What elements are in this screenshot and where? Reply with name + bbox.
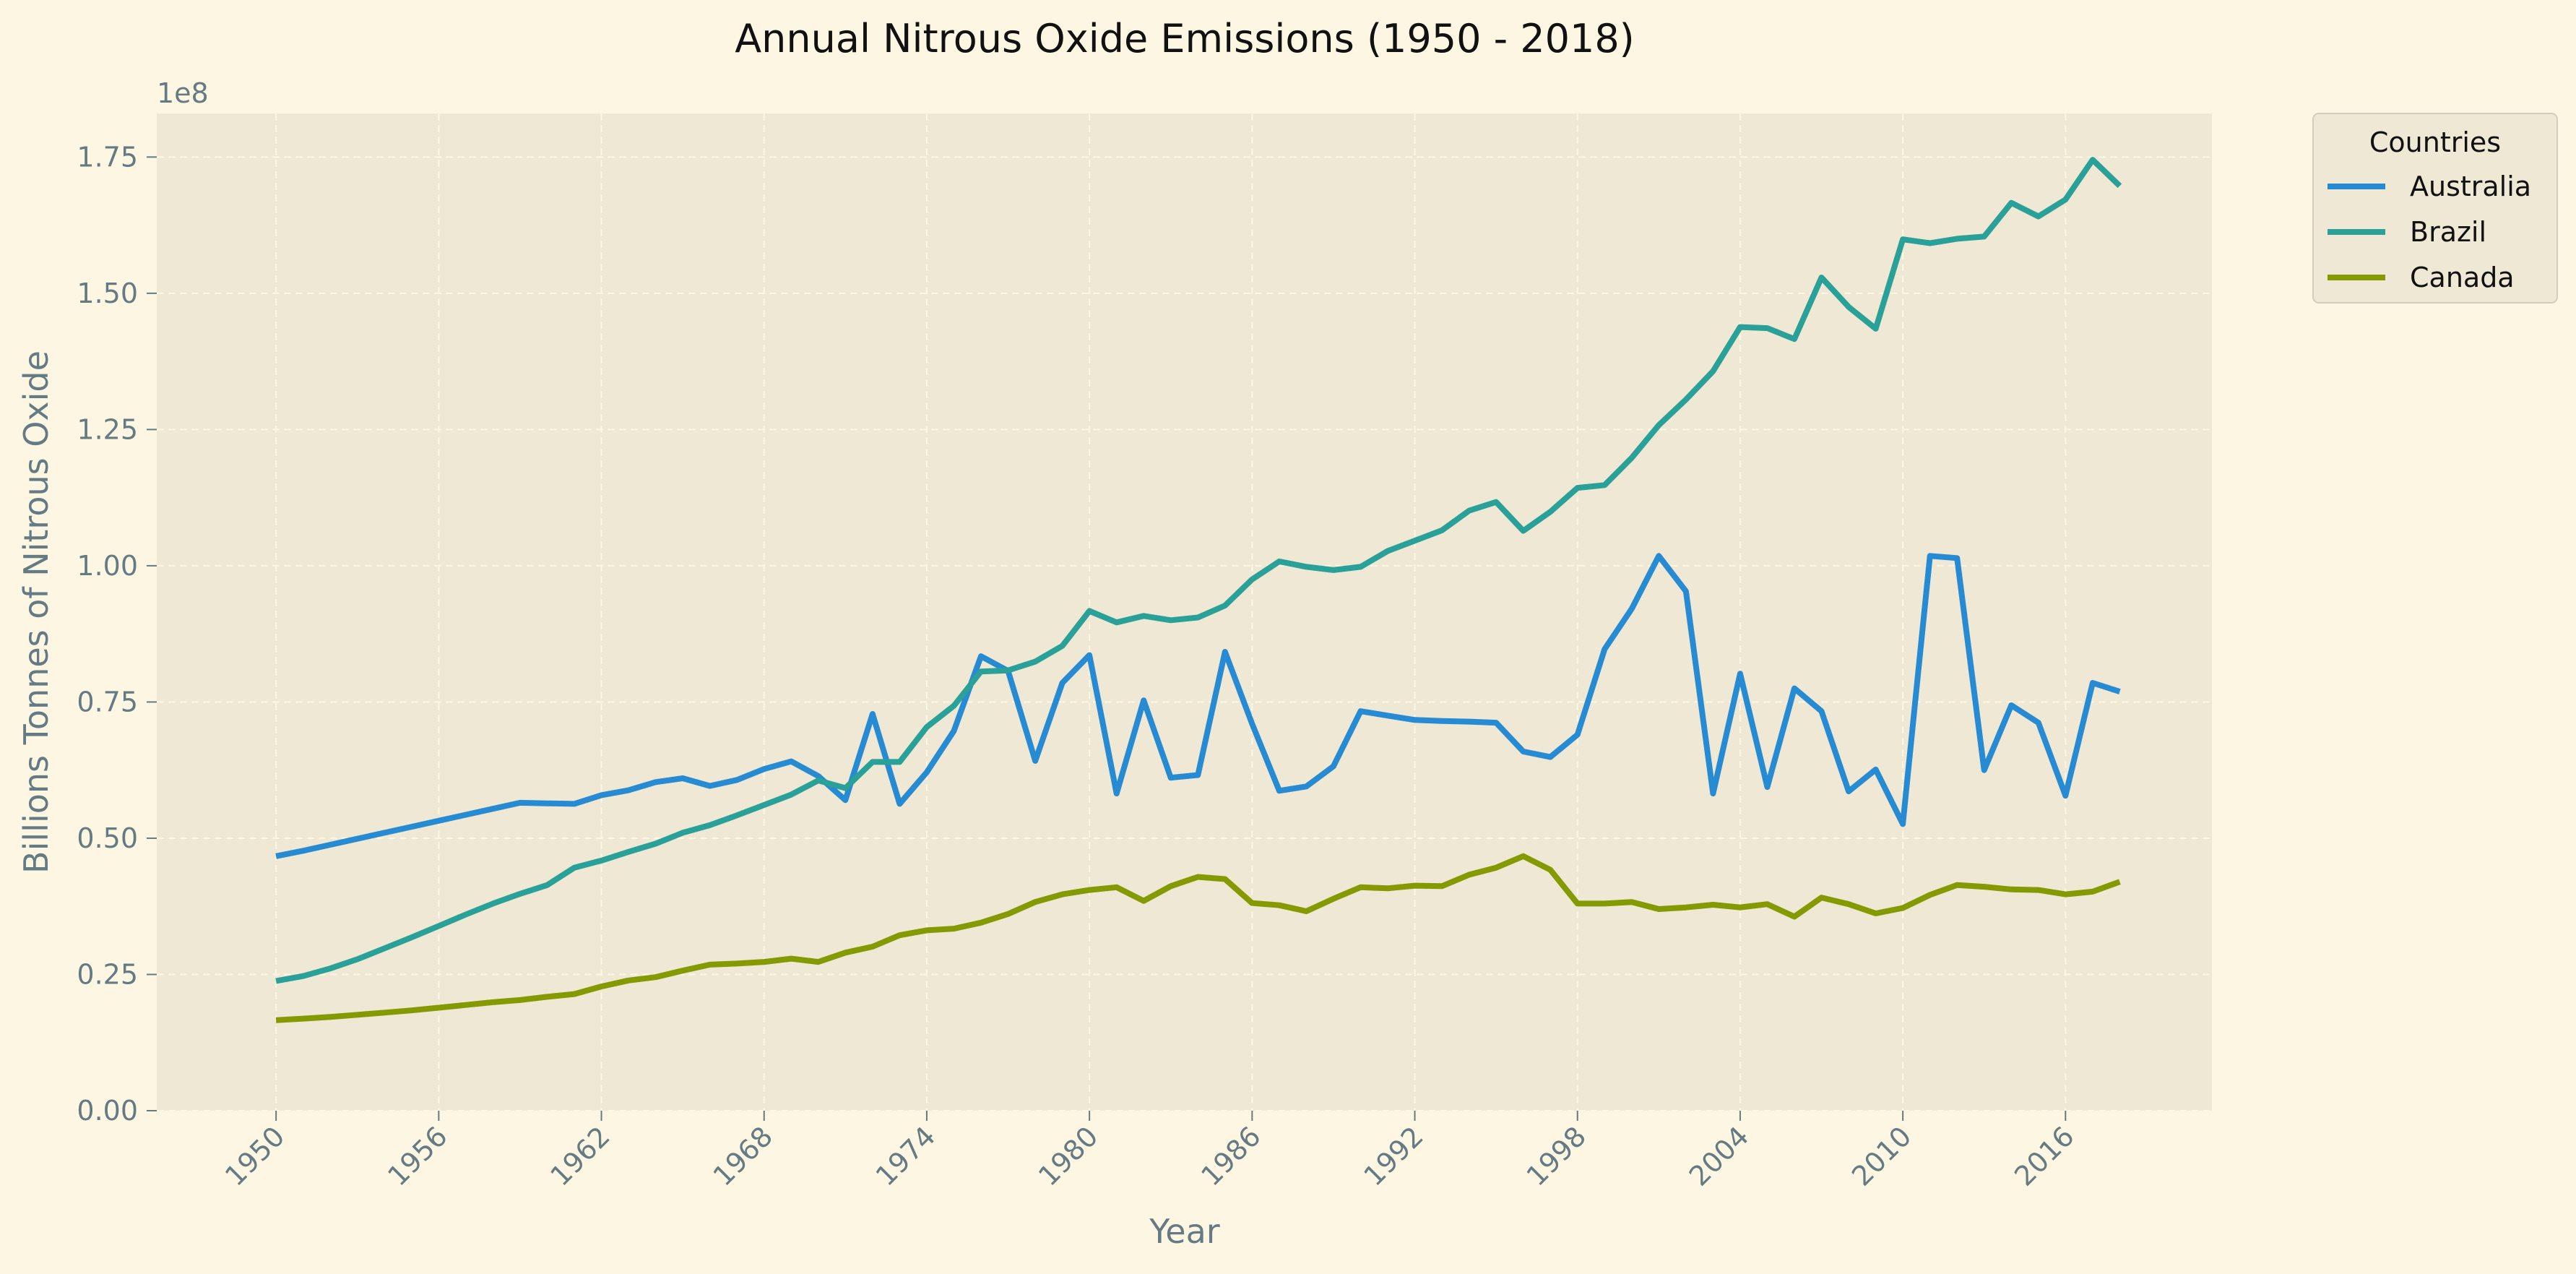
x-tick-label: 1956 bbox=[381, 1120, 454, 1192]
legend-title: Countries bbox=[2369, 126, 2501, 158]
x-tick-label: 1980 bbox=[1032, 1120, 1105, 1192]
plot-area bbox=[157, 113, 2212, 1111]
y-tick-label: 0.75 bbox=[77, 686, 138, 718]
legend-items: Australia Brazil Canada bbox=[2328, 171, 2531, 293]
x-tick-label: 2016 bbox=[2008, 1120, 2080, 1192]
x-tick-label: 1998 bbox=[1521, 1120, 1593, 1192]
y-axis-label: Billions Tonnes of Nitrous Oxide bbox=[17, 350, 56, 874]
legend-label-brazil: Brazil bbox=[2410, 216, 2486, 248]
x-tick-label: 2004 bbox=[1683, 1120, 1755, 1192]
x-tick-label: 1962 bbox=[544, 1120, 616, 1192]
y-tick-label: 1.00 bbox=[77, 550, 138, 582]
legend-label-canada: Canada bbox=[2410, 262, 2515, 293]
y-tick-label: 0.25 bbox=[77, 958, 138, 990]
x-axis-label: Year bbox=[1149, 1212, 1219, 1251]
x-tick-label: 1950 bbox=[219, 1120, 291, 1192]
legend: Countries Australia Brazil Canada bbox=[2312, 113, 2558, 304]
y-tick-label: 0.50 bbox=[77, 822, 138, 854]
y-tick-label: 1.50 bbox=[77, 277, 138, 309]
x-tick-label: 2010 bbox=[1846, 1120, 1918, 1192]
x-tick-label: 1986 bbox=[1195, 1120, 1267, 1192]
grid bbox=[157, 113, 2212, 1111]
series-line-australia bbox=[275, 553, 2121, 859]
chart-title: Annual Nitrous Oxide Emissions (1950 - 2… bbox=[735, 16, 1635, 61]
y-tick-label: 1.75 bbox=[77, 141, 138, 173]
series-line-canada bbox=[275, 853, 2121, 1023]
series-line-brazil bbox=[275, 157, 2122, 984]
x-tick-label: 1974 bbox=[870, 1120, 942, 1192]
legend-label-australia: Australia bbox=[2410, 171, 2531, 202]
y-tick-label: 1.25 bbox=[77, 413, 138, 445]
y-axis-offset-label: 1e8 bbox=[157, 77, 209, 109]
series-lines bbox=[275, 157, 2122, 1023]
x-tick-label: 1968 bbox=[707, 1120, 779, 1192]
legend-box bbox=[2312, 113, 2558, 304]
y-tick-label: 0.00 bbox=[77, 1095, 138, 1127]
x-tick-label: 1992 bbox=[1357, 1120, 1430, 1192]
